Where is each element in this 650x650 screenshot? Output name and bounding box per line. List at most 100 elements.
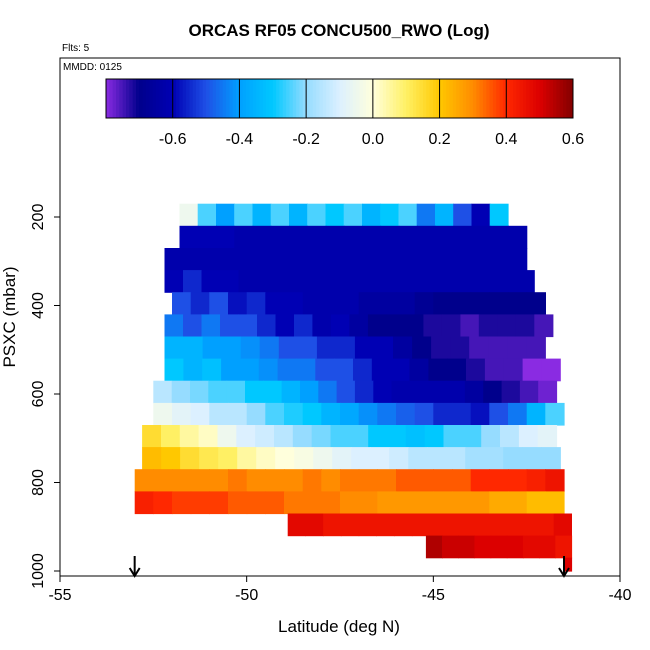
colorbar-swatch [539, 79, 544, 118]
heatmap-cell [452, 402, 472, 426]
heatmap-cell [172, 491, 192, 515]
heatmap-cell [134, 491, 154, 515]
heatmap-cell [142, 447, 162, 470]
heatmap-cell [466, 358, 486, 382]
heatmap-cell [161, 447, 181, 470]
colorbar-ticks: -0.6 -0.4 -0.2 0.0 0.2 0.4 0.6 [159, 79, 584, 148]
heatmap-cell [435, 203, 454, 227]
heatmap-cell [404, 270, 424, 293]
heatmap-cell [252, 203, 272, 227]
heatmap-cell [389, 447, 409, 470]
heatmap-cell [153, 380, 173, 404]
colorbar-swatch [262, 79, 267, 118]
heatmap-cell [386, 314, 406, 338]
heatmap-cell [412, 336, 432, 360]
heatmap-cell [358, 292, 378, 315]
heatmap-cell [300, 380, 319, 404]
heatmap-cell [450, 336, 470, 360]
colorbar-swatch [146, 79, 150, 118]
heatmap-cell [309, 248, 329, 271]
heatmap-cell [216, 203, 235, 227]
heatmap-cell [221, 358, 241, 382]
colorbar-swatch [122, 79, 127, 118]
colorbar-swatch [486, 79, 491, 118]
colorbar-swatch [316, 79, 320, 118]
colorbar-swatch [149, 79, 154, 118]
heatmap-cell [398, 203, 418, 227]
colorbar-swatch [422, 79, 427, 118]
heatmap-cell [238, 314, 258, 338]
colorbar-swatch [282, 79, 287, 118]
heatmap-cell [482, 513, 502, 537]
heatmap-cell [234, 225, 254, 249]
colorbar-swatch [159, 79, 164, 118]
colorbar-tick-label: -0.4 [226, 131, 254, 148]
heatmap-cell [497, 314, 517, 338]
colorbar-swatch [512, 79, 517, 118]
heatmap-cell [447, 358, 467, 382]
heatmap-cell [321, 469, 341, 492]
heatmap-cell [172, 402, 192, 426]
heatmap-cell [256, 270, 276, 293]
heatmap-cell [275, 447, 295, 470]
heatmap-cell [265, 402, 285, 426]
heatmap-cell [164, 248, 184, 271]
colorbar-swatch [509, 79, 514, 118]
heatmap-cell [256, 447, 276, 470]
heatmap-cell [453, 203, 473, 227]
heatmap-cell [330, 314, 350, 338]
heatmap-cell [340, 402, 360, 426]
heatmap-cell [198, 425, 218, 448]
heatmap-cell [522, 447, 542, 470]
heatmap-cell [409, 358, 429, 382]
heatmap-cell [423, 314, 443, 338]
heatmap-cell [390, 358, 411, 382]
colorbar-swatch [549, 79, 554, 118]
colorbar-swatch [506, 79, 511, 118]
colorbar-swatch [566, 79, 571, 118]
colorbar-swatch [299, 79, 304, 118]
arrow-down-icon [128, 556, 141, 578]
heatmap-cell [321, 491, 341, 515]
heatmap-cell [228, 469, 248, 492]
heatmap-cell [460, 314, 480, 338]
heatmap-cell [489, 469, 509, 492]
heatmap-cell [424, 425, 445, 448]
colorbar-swatch [289, 79, 294, 118]
heatmap-cell [367, 314, 387, 338]
heatmap-cell [469, 336, 489, 360]
heatmap-cell [431, 336, 451, 360]
colorbar-swatch [119, 79, 124, 118]
colorbar-swatch [449, 79, 454, 118]
colorbar-swatch [446, 79, 451, 118]
colorbar-swatch [559, 79, 564, 118]
heatmap-cell [433, 491, 453, 515]
heatmap-cell [246, 469, 266, 492]
heatmap-cell [183, 336, 204, 360]
colorbar-swatch [402, 79, 407, 118]
colorbar-swatch [479, 79, 484, 118]
heatmap-cell [522, 358, 542, 382]
heatmap-cell [255, 248, 274, 271]
x-axis: -55 -50 -45 -40 [48, 576, 632, 604]
heatmap-cell [190, 491, 210, 515]
colorbar-swatch [569, 79, 574, 118]
heatmap-cell [398, 225, 418, 249]
colorbar-swatch [532, 79, 537, 118]
colorbar-swatch [199, 79, 204, 118]
heatmap-cell [289, 225, 308, 249]
heatmap-cell [265, 469, 285, 492]
x-tick-label: -40 [608, 587, 631, 604]
heatmap-cell [234, 203, 254, 227]
colorbar-swatch [286, 79, 290, 118]
colorbar-swatch [516, 79, 521, 118]
heatmap-cell [238, 270, 258, 293]
heatmap-cell [182, 248, 202, 271]
colorbar-swatch [129, 79, 134, 118]
heatmap-cell [408, 447, 428, 470]
heatmap-cell [380, 203, 400, 227]
heatmap-cell [418, 248, 437, 271]
heatmap-cell [221, 336, 242, 360]
colorbar-swatch [442, 79, 447, 118]
heatmap-cell [362, 203, 381, 227]
